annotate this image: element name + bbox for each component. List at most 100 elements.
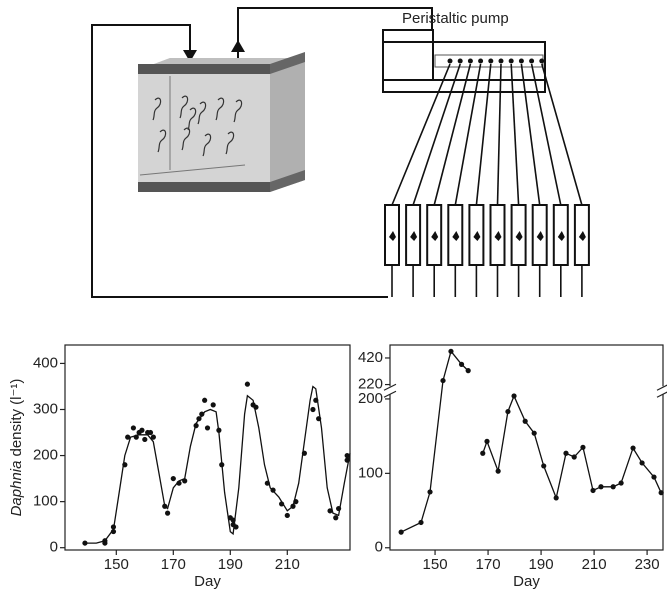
data-point [333,515,339,521]
daphnia-small [557,231,565,241]
x-tick-label: 190 [529,556,554,573]
y-axis-label-rest: density (l⁻¹) [8,379,25,457]
y-tick-label: 0 [50,539,58,556]
data-point [531,430,537,436]
tube [433,63,472,206]
series-line [85,385,351,544]
tube [391,63,451,206]
tube [530,63,562,206]
arrow-down [183,50,197,62]
inflow-tube [91,24,388,298]
daphnia [202,133,212,157]
pump-port [529,58,535,64]
daphnia [225,131,235,155]
data-point [495,468,501,474]
series-line [400,349,662,533]
axis-break-mark [383,390,397,398]
daphnia-small [431,231,439,241]
y-tick-label: 100 [358,464,383,481]
data-point [563,450,569,456]
y-tick-label: 0 [375,539,383,556]
data-point [580,444,586,450]
pump-port [447,58,453,64]
daphnia [233,99,243,123]
data-point [651,474,657,480]
x-tick-label: 170 [476,556,501,573]
pump-port [467,58,473,64]
pump-label: Peristaltic pump [402,10,509,27]
pump-motor [382,29,434,81]
y-tick-label: 400 [33,354,58,371]
x-tick-label: 170 [161,556,186,573]
data-point [170,475,176,482]
data-point [130,425,136,431]
daphnia-small [578,231,586,241]
tank-edge [139,164,246,176]
tank-rim [138,64,270,74]
pump-port [457,58,463,64]
tank-base [138,182,270,192]
data-point [204,425,211,431]
data-point [440,377,446,384]
y-axis-label: Daphnia density (l⁻¹) [8,379,25,517]
axis-break-gap [657,386,667,395]
data-point [630,445,636,451]
daphnia-small [515,231,523,241]
pump-port [498,58,504,64]
daphnia-group [152,95,243,157]
data-point [147,429,154,436]
tube [541,63,583,206]
tube [510,63,520,206]
data-point [553,495,559,501]
daphnia-small [536,231,544,241]
x-tick-label: 150 [104,556,129,573]
daphnia-small [473,231,481,241]
plot-frame [64,344,351,551]
axis-break-gap [384,386,396,395]
tank-body [138,58,305,192]
tank-base-side [270,170,305,192]
pump-port [518,58,524,64]
data-point [639,460,645,466]
daphnia [197,101,207,125]
daphnia [157,129,167,153]
x-axis-label: Day [513,573,540,590]
data-point [484,438,490,444]
data-point [610,484,616,490]
data-point [598,484,604,490]
data-point [142,436,148,443]
outflow-tube [237,7,433,68]
y-tick-label: 300 [33,400,58,417]
x-tick-label: 150 [423,556,448,573]
data-point [344,452,350,459]
data-point [427,489,433,495]
data-point [590,487,596,494]
x-axis-label: Day [194,573,221,590]
daphnia-small [494,231,502,241]
pump-port [539,58,545,64]
pump-port [478,58,484,64]
data-point [82,540,88,546]
y-tick-label: 200 [33,447,58,464]
x-tick-label: 190 [218,556,243,573]
daphnia-small [389,231,396,241]
data-point [125,434,131,440]
plot-frame [389,344,664,551]
axis-break-mark [656,391,667,398]
data-point [571,454,577,460]
data-point [511,393,517,399]
data-point [199,411,205,417]
data-point [139,427,145,433]
data-point [658,490,664,496]
axis-break-mark [656,384,667,391]
apparatus-diagram: Peristaltic pump [91,7,590,298]
data-point [418,519,424,526]
arrow-up [231,40,245,52]
x-tick-label: 210 [275,556,300,573]
tank-rim-side [270,52,305,74]
tube [412,63,461,206]
y-tick-label: 420 [358,349,383,366]
data-point [458,361,465,367]
